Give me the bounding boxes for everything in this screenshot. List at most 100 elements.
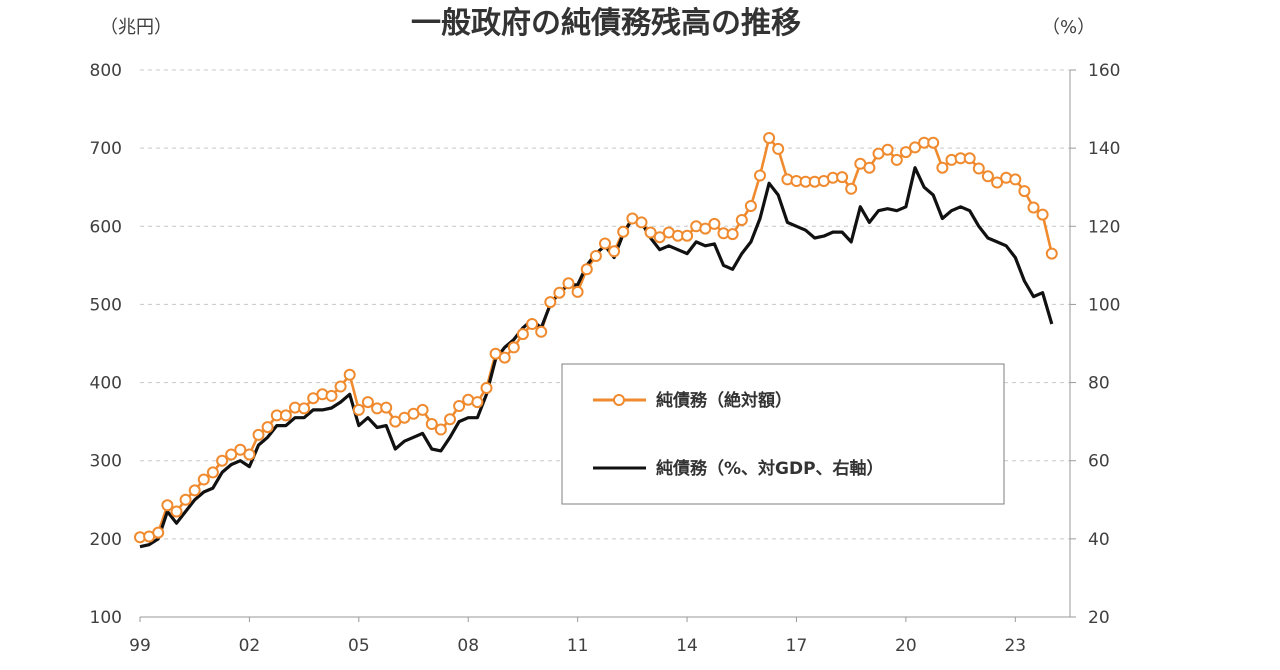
data-point-net-debt [644, 226, 657, 239]
data-point-net-debt [936, 161, 949, 174]
data-point-net-debt [453, 400, 466, 412]
legend-label-net-debt: 純債務（絶対額） [656, 390, 792, 411]
right-axis-unit: （%） [1042, 17, 1095, 38]
data-point-net-debt [589, 250, 602, 262]
data-point-net-debt [562, 277, 575, 290]
data-point-net-debt [735, 214, 748, 226]
legend-marker-net-debt [613, 394, 625, 406]
left-tick-label: 200 [90, 530, 122, 550]
left-tick-label: 800 [90, 61, 122, 81]
right-tick-label: 20 [1088, 608, 1110, 628]
data-point-net-debt [608, 245, 621, 258]
left-y-axis: 100 200 300 400 500 600 700 800 [90, 61, 122, 628]
data-point-net-debt [635, 216, 648, 229]
right-tick-label: 80 [1088, 374, 1110, 394]
data-point-net-debt [909, 141, 921, 154]
data-point-net-debt [881, 143, 894, 156]
chart-title: 一般政府の純債務残高の推移 [411, 6, 801, 41]
data-point-net-debt [216, 454, 229, 467]
data-point-net-debt [708, 217, 721, 230]
right-tick-label: 120 [1088, 217, 1120, 237]
legend: 純債務（絶対額） 純債務（%、対GDP、右軸） [561, 363, 1005, 505]
x-tick-label: 14 [676, 636, 698, 656]
legend-box [561, 363, 1005, 505]
data-point-net-debt [425, 418, 438, 430]
x-tick-label: 05 [348, 636, 370, 656]
x-axis: 99 02 05 08 11 14 17 20 23 [129, 617, 1026, 656]
data-point-net-debt [298, 402, 311, 415]
x-tick-label: 11 [567, 636, 589, 656]
data-point-net-debt [772, 142, 785, 155]
data-point-net-debt [845, 182, 858, 195]
data-point-net-debt [152, 526, 165, 539]
data-point-net-debt [334, 380, 347, 393]
data-point-net-debt [188, 484, 201, 497]
left-tick-label: 600 [90, 217, 122, 237]
data-point-net-debt [279, 409, 292, 422]
right-tick-label: 160 [1088, 61, 1120, 81]
data-point-net-debt [516, 328, 529, 341]
right-y-axis: 20 40 60 80 100 120 140 160 [1070, 61, 1120, 628]
data-point-net-debt [170, 505, 183, 518]
data-point-net-debt [261, 421, 274, 434]
data-point-net-debt [617, 225, 630, 238]
data-point-net-debt [754, 169, 766, 182]
data-point-net-debt [991, 176, 1004, 189]
data-point-net-debt [763, 132, 776, 144]
x-tick-label: 99 [129, 636, 151, 656]
x-tick-label: 23 [1004, 636, 1026, 656]
right-tick-label: 100 [1088, 295, 1120, 315]
data-point-net-debt [1045, 247, 1058, 260]
left-tick-label: 100 [90, 608, 122, 628]
data-point-net-debt [599, 237, 611, 250]
data-point-net-debt [325, 389, 338, 402]
data-point-net-debt [972, 162, 985, 175]
legend-label-net-debt-gdp: 純債務（%、対GDP、右軸） [656, 458, 884, 479]
data-point-net-debt [434, 423, 447, 436]
data-point-net-debt [681, 229, 694, 242]
data-point-net-debt [243, 448, 256, 461]
data-point-net-debt [161, 499, 174, 512]
data-point-net-debt [380, 401, 393, 414]
data-point-net-debt [234, 443, 247, 456]
data-point-net-debt [744, 200, 757, 212]
x-tick-label: 08 [457, 636, 479, 656]
data-point-net-debt [471, 396, 484, 409]
data-point-net-debt [890, 153, 903, 166]
data-point-net-debt [1009, 173, 1022, 186]
right-tick-label: 60 [1088, 452, 1110, 472]
data-point-net-debt [726, 228, 739, 241]
data-point-net-debt [197, 473, 210, 486]
left-axis-unit: （兆円） [100, 17, 172, 38]
data-point-net-debt [981, 170, 994, 183]
data-point-net-debt [899, 146, 912, 159]
data-point-net-debt [1018, 185, 1031, 198]
data-point-net-debt [963, 152, 976, 165]
right-tick-label: 40 [1088, 530, 1110, 550]
left-tick-label: 500 [90, 295, 122, 315]
data-point-net-debt [416, 403, 429, 416]
data-point-net-debt [343, 368, 356, 381]
data-point-net-debt [1036, 208, 1049, 221]
data-point-net-debt [699, 222, 712, 235]
data-point-net-debt [179, 493, 192, 506]
gridlines [140, 69, 1071, 618]
data-point-net-debt [553, 286, 566, 299]
data-point-net-debt [206, 466, 219, 479]
right-tick-label: 140 [1088, 139, 1120, 159]
x-tick-label: 02 [239, 636, 261, 656]
data-point-net-debt [352, 403, 365, 416]
data-point-net-debt [361, 396, 374, 409]
data-point-net-debt [544, 296, 557, 309]
data-point-net-debt [836, 171, 849, 184]
data-point-net-debt [225, 448, 238, 461]
data-point-net-debt [507, 341, 520, 354]
data-point-net-debt [927, 136, 940, 149]
data-point-net-debt [1027, 201, 1040, 214]
data-point-net-debt [653, 231, 666, 244]
left-tick-label: 700 [90, 139, 122, 159]
data-point-net-debt [444, 413, 456, 426]
data-point-net-debt [480, 382, 493, 394]
data-point-net-debt [863, 161, 876, 174]
